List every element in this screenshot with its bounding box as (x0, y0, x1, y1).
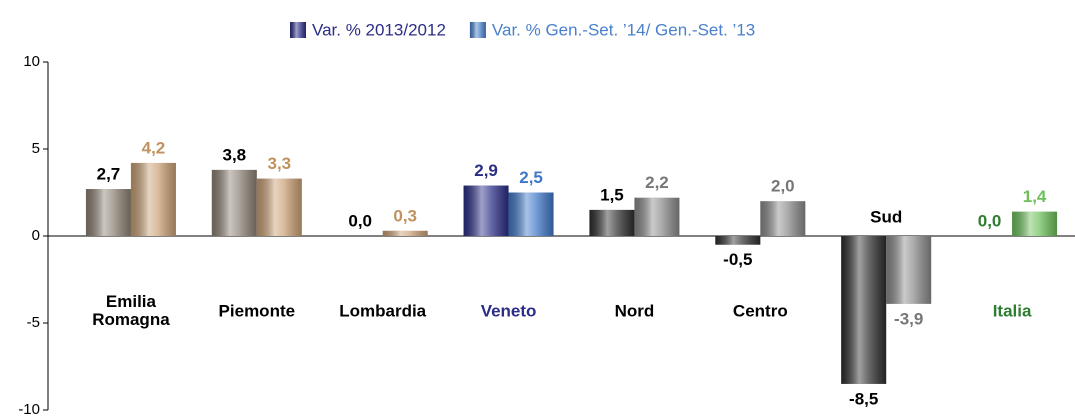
legend-label: Var. % Gen.-Set. ’14/ Gen.-Set. ’13 (492, 20, 755, 39)
value-label: 1,5 (600, 185, 624, 204)
value-label: 4,2 (142, 138, 166, 157)
value-label: 1,4 (1023, 187, 1047, 206)
y-tick-label: -5 (27, 314, 40, 331)
bar-shine (85, 189, 131, 236)
bar-shine (256, 178, 302, 236)
x-tick-label: Centro (733, 301, 788, 320)
y-tick-label: 5 (32, 140, 40, 157)
x-tick-label: Veneto (481, 301, 537, 320)
y-tick-label: -10 (18, 401, 40, 416)
bar-shine (841, 236, 887, 384)
value-label: 0,0 (978, 211, 1002, 230)
legend-shine (469, 22, 486, 38)
x-tick-label: Sud (870, 207, 902, 226)
value-label: -0,5 (723, 250, 752, 269)
value-label: 2,5 (519, 168, 543, 187)
legend-label: Var. % 2013/2012 (312, 20, 446, 39)
bar-shine (463, 185, 509, 236)
bar-shine (634, 197, 680, 236)
x-tick-label: Emilia Romagna (92, 292, 170, 329)
bar-shine (382, 230, 428, 236)
x-tick-label: Lombardia (339, 301, 426, 320)
y-tick-label: 10 (23, 53, 40, 70)
value-label: 2,9 (474, 161, 498, 180)
bar-shine (715, 236, 761, 245)
value-label: 3,8 (222, 145, 246, 164)
value-label: 0,0 (348, 211, 372, 230)
value-label: 2,0 (771, 177, 795, 196)
bar-shine (589, 209, 635, 236)
y-tick-label: 0 (32, 227, 40, 244)
x-tick-label: Italia (993, 301, 1032, 320)
value-label: 2,2 (645, 173, 669, 192)
bar-shine (760, 201, 806, 236)
bar-shine (1012, 211, 1058, 236)
value-label: -3,9 (894, 309, 923, 328)
value-label: 3,3 (267, 154, 291, 173)
legend-shine (290, 22, 306, 38)
bar-shine (211, 169, 257, 236)
bar-shine (508, 192, 554, 236)
value-label: 2,7 (97, 165, 121, 184)
value-label: 0,3 (393, 206, 417, 225)
bar-shine (886, 236, 932, 304)
bar-shine (130, 162, 176, 236)
x-tick-label: Piemonte (219, 301, 296, 320)
value-label: -8,5 (849, 389, 878, 408)
x-tick-label: Nord (615, 301, 655, 320)
